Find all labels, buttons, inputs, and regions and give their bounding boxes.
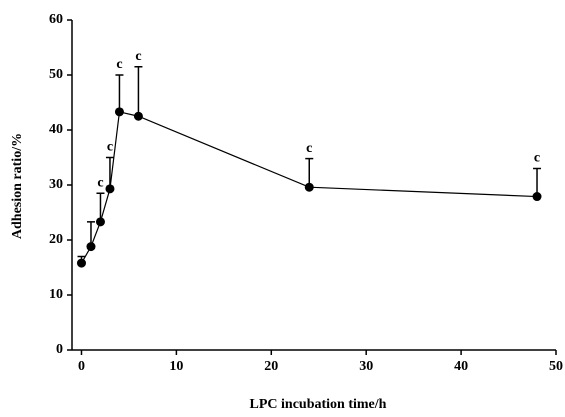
y-tick-label: 0 <box>56 342 63 357</box>
significance-label: c <box>135 49 141 64</box>
y-tick-label: 30 <box>49 177 63 192</box>
significance-label: c <box>97 175 103 190</box>
x-tick-label: 10 <box>169 359 183 374</box>
significance-label: c <box>107 140 113 155</box>
x-tick-label: 50 <box>549 359 563 374</box>
x-tick-label: 30 <box>359 359 373 374</box>
x-tick-label: 40 <box>454 359 468 374</box>
significance-label: c <box>534 151 540 166</box>
significance-label: c <box>116 57 122 72</box>
data-point <box>114 107 124 117</box>
y-tick-label: 40 <box>49 122 63 137</box>
data-point <box>532 192 542 202</box>
x-axis-label: LPC incubation time/h <box>250 397 387 412</box>
data-point <box>86 242 96 252</box>
y-tick-label: 10 <box>49 287 63 302</box>
y-tick-label: 50 <box>49 67 63 82</box>
data-point <box>304 182 314 192</box>
data-point <box>133 111 143 121</box>
y-axis-label: Adhesion ratio/% <box>10 133 25 239</box>
y-tick-label: 20 <box>49 232 63 247</box>
significance-label: c <box>306 141 312 156</box>
x-tick-label: 0 <box>78 359 85 374</box>
y-tick-label: 60 <box>49 12 63 27</box>
data-point <box>95 217 105 227</box>
data-point <box>105 184 115 194</box>
data-point <box>76 258 86 268</box>
x-tick-label: 20 <box>264 359 278 374</box>
